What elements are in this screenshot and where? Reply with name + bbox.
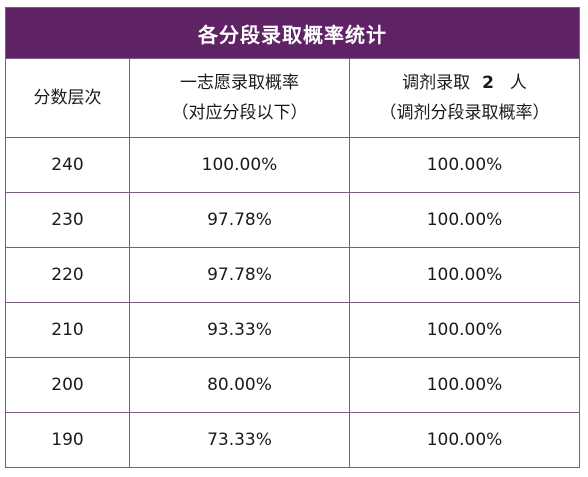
header-first-choice-line1: 一志愿录取概率 [180, 73, 299, 93]
first-choice-cell: 97.78% [129, 192, 350, 248]
first-choice-cell: 97.78% [129, 247, 350, 303]
score-cell: 240 [5, 137, 130, 193]
header-first-choice-line2: （对应分段以下） [171, 103, 308, 123]
table-row: 200 80.00% 100.00% [5, 357, 581, 413]
header-row: 分数层次 一志愿录取概率 （对应分段以下） 调剂录取 2 人 （调剂分段录取概率） [5, 58, 581, 138]
score-cell: 220 [5, 247, 130, 303]
score-cell: 190 [5, 412, 130, 468]
table-row: 240 100.00% 100.00% [5, 137, 581, 193]
header-adjustment: 调剂录取 2 人 （调剂分段录取概率） [348, 58, 581, 138]
score-cell: 200 [5, 357, 130, 413]
adjust-cell: 100.00% [348, 137, 581, 193]
header-first-choice: 一志愿录取概率 （对应分段以下） [129, 58, 350, 138]
score-cell: 210 [5, 302, 130, 358]
first-choice-cell: 93.33% [129, 302, 350, 358]
header-adjustment-count: 2 [482, 73, 494, 93]
first-choice-cell: 100.00% [129, 137, 350, 193]
header-score-level: 分数层次 [5, 58, 130, 138]
score-cell: 230 [5, 192, 130, 248]
adjust-cell: 100.00% [348, 192, 581, 248]
table-row: 190 73.33% 100.00% [5, 412, 581, 468]
adjust-cell: 100.00% [348, 412, 581, 468]
table-row: 210 93.33% 100.00% [5, 302, 581, 358]
header-adjustment-line2: （调剂分段录取概率） [379, 103, 550, 123]
adjust-cell: 100.00% [348, 357, 581, 413]
header-adjustment-line1: 调剂录取 2 人 [350, 68, 579, 98]
first-choice-cell: 80.00% [129, 357, 350, 413]
table-row: 220 97.78% 100.00% [5, 247, 581, 303]
first-choice-cell: 73.33% [129, 412, 350, 468]
header-adjustment-prefix: 调剂录取 [402, 73, 471, 93]
admission-probability-table: 各分段录取概率统计 分数层次 一志愿录取概率 （对应分段以下） 调剂录取 2 人 （… [4, 7, 581, 468]
stats-table-container: 各分段录取概率统计 分数层次 一志愿录取概率 （对应分段以下） 调剂录取 2 人 （… [4, 7, 581, 468]
table-title: 各分段录取概率统计 [4, 7, 581, 59]
table-row: 230 97.78% 100.00% [5, 192, 581, 248]
adjust-cell: 100.00% [348, 247, 581, 303]
adjust-cell: 100.00% [348, 302, 581, 358]
header-adjustment-suffix: 人 [509, 73, 527, 93]
